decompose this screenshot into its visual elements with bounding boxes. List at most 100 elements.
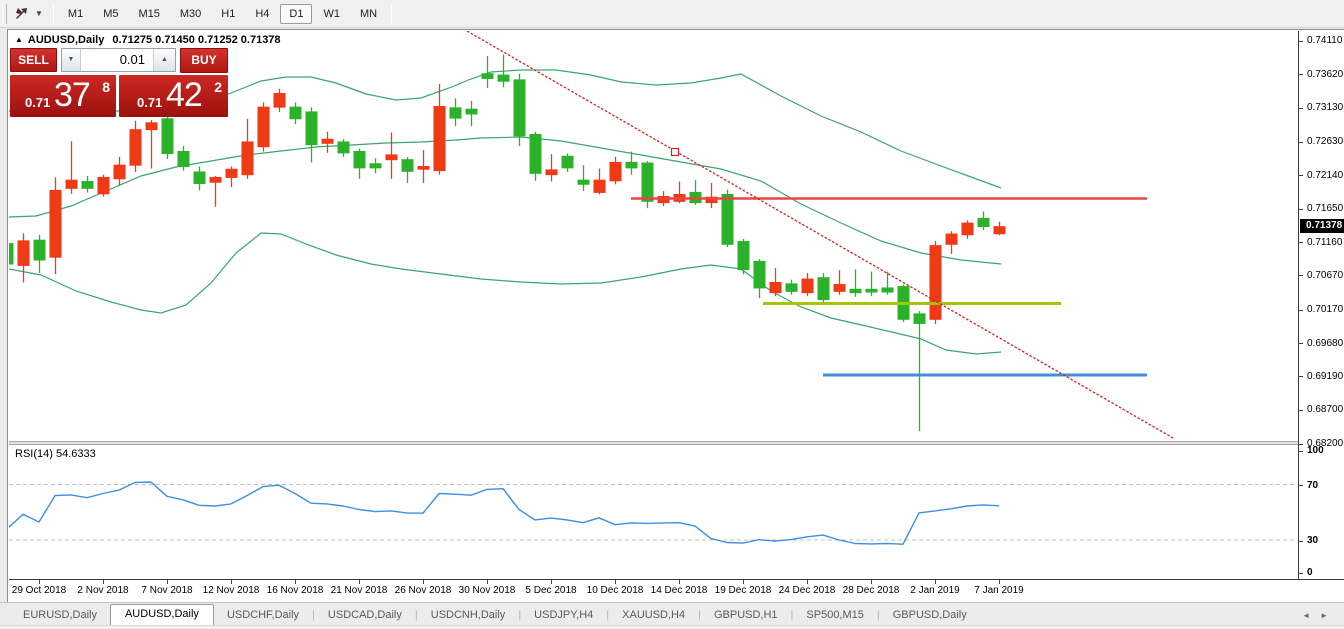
candle [929, 240, 942, 325]
timeframe-button-w1[interactable]: W1 [323, 7, 340, 20]
price-axis[interactable]: 0.74110 0.73620 0.73130 0.72630 0.72140 0.716… [1298, 31, 1344, 607]
lot-size-input[interactable]: 0.01 [81, 49, 153, 71]
timeframe-button-m30[interactable]: M30 [179, 7, 202, 20]
chart-title: ▲ AUDUSD,Daily 0.71275 0.71450 0.71252 0.7… [15, 34, 281, 46]
candle [481, 55, 494, 89]
tab-separator: | [876, 609, 880, 621]
timeframe-button-m1[interactable]: M1 [67, 7, 84, 20]
lot-increase-button[interactable]: ▲ [153, 49, 175, 71]
price-axis-label: 0.73130 [1307, 102, 1344, 114]
sell-price-pip: 8 [102, 79, 110, 95]
chart-tab-gbpusd[interactable]: GBPUSD,Daily [892, 609, 967, 621]
timeframe-button-m5[interactable]: M5 [103, 7, 119, 20]
rsi-label: RSI(14) 54.6333 [15, 448, 96, 460]
chart-window: ▲ AUDUSD,Daily 0.71275 0.71450 0.71252 0.7… [7, 29, 1344, 607]
candle [9, 243, 14, 265]
toolbar-separator [52, 3, 54, 24]
pane-splitter[interactable] [9, 441, 1344, 445]
toolbar-grip[interactable] [2, 3, 7, 24]
chart-tab-usdjpy[interactable]: USDJPY,H4 [534, 609, 594, 621]
price-axis-label: 0.70670 [1307, 269, 1344, 281]
candle [241, 118, 254, 179]
chart-tab-eurusd[interactable]: EURUSD,Daily [23, 609, 97, 621]
timeframe-buttons: M1 M5 M15 M30 H1 H4 D1 W1 MN [58, 3, 387, 24]
candle [161, 114, 174, 160]
candle [177, 146, 190, 171]
rsi-axis-label: 30 [1307, 535, 1319, 546]
candle [785, 279, 798, 295]
candle [193, 166, 206, 191]
sell-button[interactable]: SELL [10, 48, 57, 72]
date-axis-label: 10 Dec 2018 [586, 585, 644, 596]
tab-separator: | [790, 609, 794, 621]
candle [689, 180, 702, 205]
tab-separator: | [414, 609, 418, 621]
trendline-anchor[interactable] [670, 147, 680, 157]
chart-tool-button[interactable]: ▼ [10, 2, 49, 26]
bollinger-middle-band [9, 136, 1002, 265]
candle [289, 102, 302, 125]
candle [609, 156, 622, 185]
current-price-tag: 0.71378 [1300, 219, 1344, 233]
chart-tab-usdchf[interactable]: USDCHF,Daily [226, 609, 300, 621]
price-axis-label: 0.73620 [1307, 68, 1344, 80]
price-axis-label: 0.68700 [1307, 404, 1344, 416]
price-chart-pane[interactable]: ▲ AUDUSD,Daily 0.71275 0.71450 0.71252 0.7… [9, 31, 1298, 441]
timeframe-button-mn[interactable]: MN [359, 7, 378, 20]
candle [17, 233, 30, 283]
chart-tab-usdcnh[interactable]: USDCNH,Daily [430, 609, 506, 621]
chevron-down-icon[interactable]: ▼ [35, 9, 43, 18]
rsi-axis-label: 100 [1307, 445, 1324, 456]
date-axis-label: 12 Nov 2018 [202, 585, 260, 596]
tab-scroll-right-icon[interactable]: ► [1320, 611, 1338, 620]
timeframe-button-m15[interactable]: M15 [138, 7, 160, 20]
price-axis-label: 0.74110 [1307, 35, 1343, 47]
chart-tab-usdcad[interactable]: USDCAD,Daily [327, 609, 402, 621]
candle [305, 107, 318, 163]
sell-price-big: 37 [54, 76, 91, 114]
date-axis-label: 7 Jan 2019 [974, 585, 1024, 596]
candle [465, 101, 478, 127]
one-click-trading-panel: SELL ▼ 0.01 ▲ BUY 0.71 37 8 0.71 42 [10, 48, 228, 117]
rsi-plot[interactable] [9, 445, 1298, 578]
price-axis-label: 0.68200 [1307, 438, 1344, 450]
buy-price-display[interactable]: 0.71 42 2 [119, 75, 228, 117]
rsi-indicator-pane[interactable]: RSI(14) 54.6333 [9, 445, 1298, 578]
candle [401, 156, 414, 183]
chart-tab-xauusd[interactable]: XAUUSD,H4 [622, 609, 686, 621]
chart-tab-gbpusd[interactable]: GBPUSD,H1 [713, 609, 778, 621]
candle [497, 54, 510, 88]
candle [849, 269, 862, 297]
crossed-arrows-icon [14, 6, 31, 21]
rsi-axis-label: 70 [1307, 479, 1319, 491]
date-axis-label: 28 Dec 2018 [842, 585, 900, 596]
candle [529, 131, 542, 181]
timeframe-button-h4[interactable]: H4 [255, 7, 270, 20]
toolbar-separator [391, 3, 393, 24]
date-axis-label: 24 Dec 2018 [778, 585, 836, 596]
candle [737, 238, 750, 275]
chart-tab-audusd[interactable]: AUDUSD,Daily [109, 604, 214, 625]
date-axis[interactable]: 29 Oct 2018 2 Nov 2018 7 Nov 2018 12 Nov 20… [9, 579, 1344, 603]
date-axis-label: 30 Nov 2018 [458, 585, 516, 596]
price-axis-label: 0.70170 [1307, 304, 1344, 316]
candle [961, 220, 974, 239]
candle [977, 211, 990, 230]
chart-tab-sp500[interactable]: SP500,M15 [806, 609, 864, 621]
timeframe-button-h1[interactable]: H1 [221, 7, 236, 20]
candle [593, 168, 606, 195]
candlestick-chart[interactable] [9, 31, 1298, 441]
price-axis-label: 0.71160 [1307, 236, 1343, 248]
buy-button[interactable]: BUY [180, 48, 228, 73]
candle [769, 268, 782, 297]
tab-scroll-left-icon[interactable]: ◄ [1302, 611, 1321, 620]
date-axis-label: 16 Nov 2018 [266, 585, 324, 596]
chart-ohlc: 0.71275 0.71450 0.71252 0.71378 [112, 34, 281, 46]
sell-price-display[interactable]: 0.71 37 8 [10, 75, 116, 117]
price-axis-label: 0.69190 [1307, 370, 1344, 382]
trendline-object[interactable] [466, 31, 1174, 439]
candle [257, 102, 270, 152]
lot-decrease-button[interactable]: ▼ [62, 49, 81, 71]
timeframe-button-d1[interactable]: D1 [280, 3, 313, 24]
